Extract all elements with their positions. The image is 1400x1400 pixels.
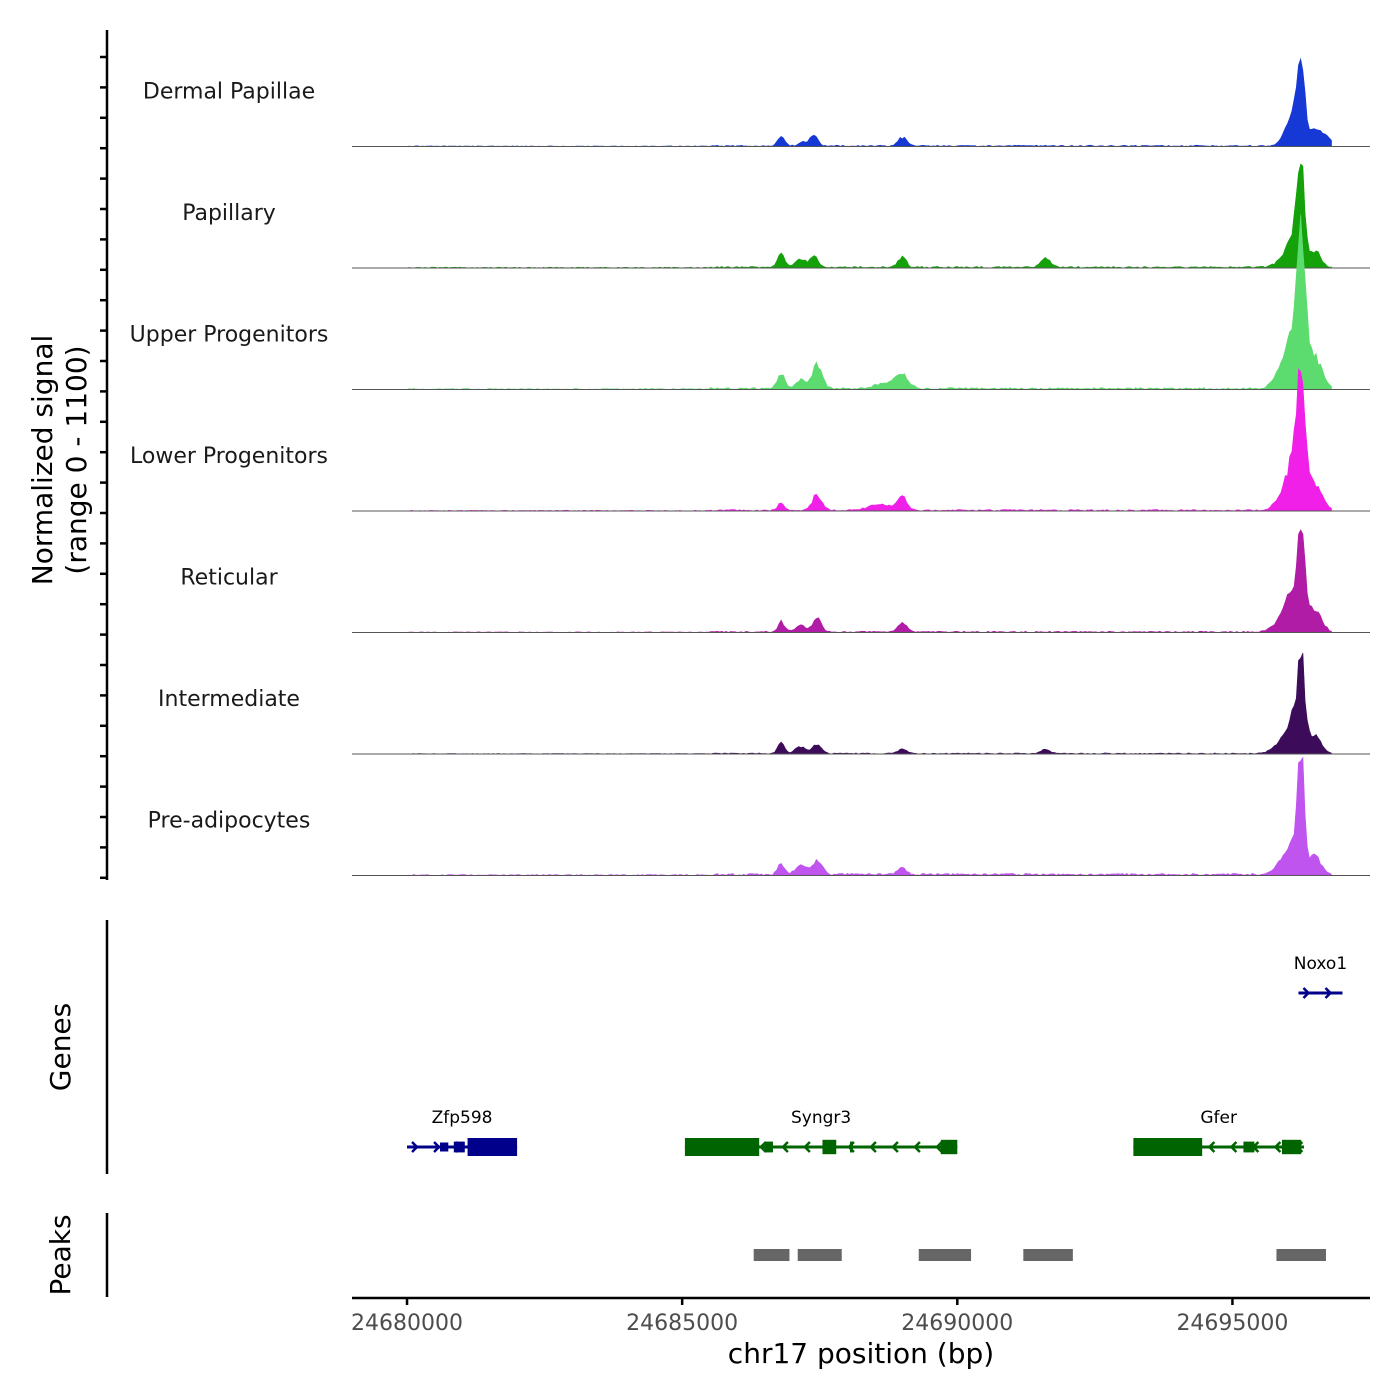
gene-label: Zfp598	[432, 1108, 493, 1128]
strand-arrow	[411, 1141, 419, 1153]
x-tick-label: 24690000	[901, 1311, 1013, 1336]
track-pre-adipocytes: Pre-adipocytes	[148, 756, 1370, 876]
x-tick-label: 24695000	[1176, 1311, 1288, 1336]
track-label: Upper Progenitors	[130, 323, 329, 348]
track-signal-area	[352, 529, 1332, 633]
gene-annotations: Zfp598 Syngr3 Gfer Noxo1	[407, 954, 1347, 1156]
gene-exon	[453, 1141, 465, 1153]
strand-arrow	[869, 1141, 877, 1153]
track-signal-area	[352, 214, 1332, 390]
gene-exon	[849, 1141, 853, 1153]
coverage-tracks: Dermal Papillae Papillary Upper Progenitor…	[130, 57, 1370, 876]
peak-region	[918, 1249, 972, 1261]
gene-exon	[684, 1138, 760, 1156]
peak-regions	[753, 1249, 1326, 1261]
gene-exon	[1281, 1139, 1302, 1155]
strand-arrow	[803, 1141, 811, 1153]
strand-arrow	[1324, 987, 1333, 999]
x-axis-title: chr17 position (bp)	[728, 1337, 994, 1370]
peaks-panel-label: Peaks	[44, 1214, 77, 1295]
signal-y-axis-ticks	[100, 55, 107, 880]
gene-gfer: Gfer	[1133, 1108, 1304, 1156]
track-label: Papillary	[182, 201, 276, 226]
gene-zfp598: Zfp598	[407, 1108, 518, 1156]
peak-region	[797, 1249, 842, 1261]
gene-exon	[467, 1138, 518, 1156]
track-upper-progenitors: Upper Progenitors	[130, 214, 1370, 390]
strand-arrow	[935, 1141, 943, 1153]
peak-region	[1023, 1249, 1073, 1261]
track-label: Intermediate	[158, 687, 300, 712]
x-axis-ticks: 24680000 24685000 24690000 24695000	[351, 1298, 1288, 1336]
gene-label: Noxo1	[1294, 954, 1347, 974]
track-label: Pre-adipocytes	[148, 809, 311, 834]
track-intermediate: Intermediate	[158, 652, 1370, 755]
peak-region	[753, 1249, 790, 1261]
track-signal-area	[352, 652, 1332, 755]
strand-arrow	[1273, 1141, 1282, 1153]
y-axis-title-group: Normalized signal (range 0 - 1100)	[26, 335, 93, 586]
gene-exon	[764, 1141, 773, 1153]
track-signal-area	[352, 756, 1332, 876]
y-axis-range: (range 0 - 1100)	[60, 345, 93, 574]
x-tick-label: 24680000	[351, 1311, 463, 1336]
gene-exon	[822, 1139, 837, 1155]
strand-arrow	[781, 1141, 789, 1153]
strand-arrow	[759, 1141, 767, 1153]
gene-exon	[1243, 1141, 1255, 1153]
strand-arrow	[1207, 1141, 1216, 1153]
gene-label: Gfer	[1200, 1108, 1237, 1128]
strand-arrow	[1302, 987, 1311, 999]
strand-arrow	[1229, 1141, 1238, 1153]
strand-arrow	[433, 1141, 441, 1153]
x-tick-label: 24685000	[626, 1311, 738, 1336]
track-label: Reticular	[180, 566, 278, 591]
gene-exon	[440, 1142, 449, 1152]
y-axis-title: Normalized signal	[26, 335, 59, 586]
track-papillary: Papillary	[182, 163, 1370, 269]
track-signal-area	[352, 163, 1332, 269]
track-signal-area	[352, 368, 1332, 512]
track-signal-area	[352, 57, 1332, 147]
genes-panel-label: Genes	[44, 1003, 77, 1091]
gene-syngr3: Syngr3	[684, 1108, 958, 1156]
track-label: Lower Progenitors	[130, 444, 328, 469]
track-reticular: Reticular	[180, 529, 1370, 633]
track-label: Dermal Papillae	[143, 80, 315, 105]
gene-noxo1: Noxo1	[1294, 954, 1347, 999]
peak-region	[1276, 1249, 1326, 1261]
gene-exon	[1133, 1138, 1203, 1156]
strand-arrow	[891, 1141, 899, 1153]
gene-exon	[940, 1139, 958, 1155]
strand-arrow	[913, 1141, 921, 1153]
gene-label: Syngr3	[791, 1108, 851, 1128]
track-lower-progenitors: Lower Progenitors	[130, 368, 1370, 512]
track-dermal-papillae: Dermal Papillae	[143, 57, 1370, 147]
